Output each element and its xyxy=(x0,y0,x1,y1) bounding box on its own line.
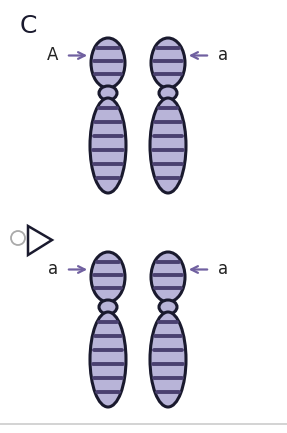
Ellipse shape xyxy=(99,300,117,314)
Ellipse shape xyxy=(150,312,186,407)
Ellipse shape xyxy=(151,38,185,88)
Ellipse shape xyxy=(151,252,185,302)
Ellipse shape xyxy=(90,98,126,193)
Circle shape xyxy=(11,231,25,245)
Ellipse shape xyxy=(91,252,125,302)
Ellipse shape xyxy=(90,312,126,407)
Ellipse shape xyxy=(91,38,125,88)
Ellipse shape xyxy=(99,86,117,100)
Text: a: a xyxy=(218,261,228,278)
Polygon shape xyxy=(28,226,52,255)
Text: a: a xyxy=(48,261,58,278)
Ellipse shape xyxy=(159,300,177,314)
Text: C: C xyxy=(20,14,37,38)
Ellipse shape xyxy=(150,98,186,193)
Text: A: A xyxy=(46,46,58,65)
Text: a: a xyxy=(218,46,228,65)
Ellipse shape xyxy=(159,86,177,100)
